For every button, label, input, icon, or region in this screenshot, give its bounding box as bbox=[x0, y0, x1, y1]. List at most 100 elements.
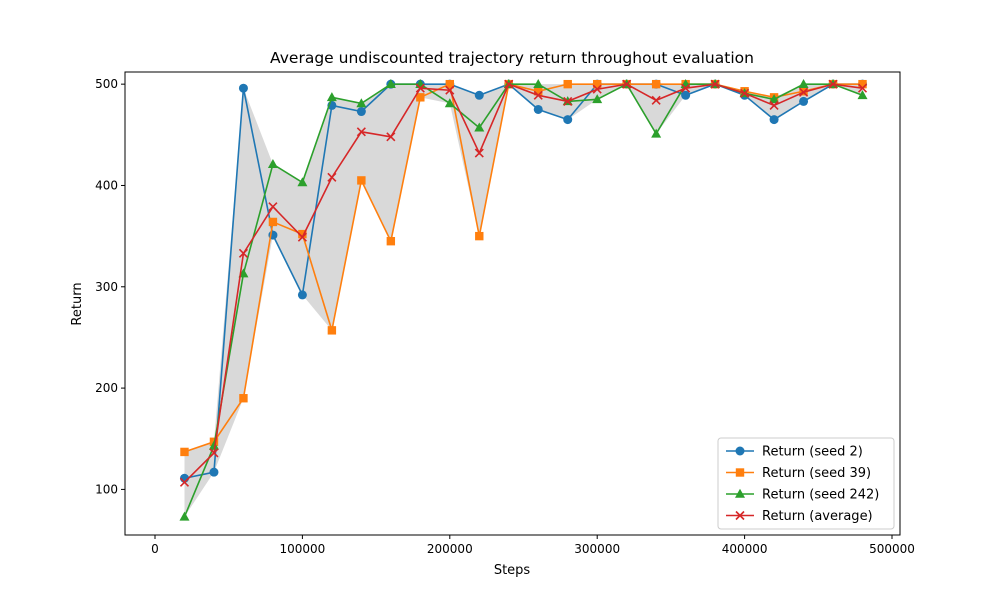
series-1 bbox=[179, 79, 868, 483]
data-point bbox=[297, 290, 307, 300]
data-point bbox=[858, 79, 867, 89]
y-tick-label: 500 bbox=[95, 77, 118, 91]
y-tick-label: 400 bbox=[95, 178, 118, 192]
data-point bbox=[798, 78, 809, 88]
data-point bbox=[297, 232, 307, 242]
plot-frame bbox=[124, 71, 901, 536]
data-point bbox=[592, 94, 603, 104]
y-axis: 100 200 300 400 500 bbox=[95, 77, 125, 496]
data-point bbox=[416, 93, 425, 102]
data-point bbox=[534, 87, 543, 96]
data-point bbox=[415, 83, 425, 93]
data-point bbox=[326, 92, 337, 102]
data-point bbox=[533, 90, 543, 100]
data-point bbox=[474, 90, 484, 100]
x-tick-label: 400000 bbox=[722, 542, 768, 556]
x-axis: 0 100000 200000 300000 400000 500000 bbox=[151, 535, 915, 556]
data-point bbox=[828, 79, 838, 89]
data-point bbox=[297, 177, 308, 187]
x-tick-label: 100000 bbox=[279, 542, 325, 556]
data-point bbox=[298, 229, 307, 239]
data-point bbox=[268, 202, 278, 212]
data-point bbox=[357, 176, 366, 185]
min-max-band bbox=[184, 84, 863, 517]
legend-marker bbox=[735, 488, 745, 498]
x-tick-label: 0 bbox=[151, 542, 159, 556]
data-point bbox=[563, 79, 572, 89]
data-point bbox=[651, 95, 661, 105]
data-point bbox=[180, 447, 189, 457]
data-point bbox=[386, 236, 396, 246]
data-point bbox=[445, 79, 454, 89]
legend-label: Return (seed 242) bbox=[762, 488, 879, 503]
data-point bbox=[179, 477, 190, 487]
data-point bbox=[475, 231, 484, 241]
data-point bbox=[267, 158, 278, 168]
data-point bbox=[681, 83, 691, 93]
data-point bbox=[504, 79, 514, 89]
series-line bbox=[183, 83, 863, 518]
data-point bbox=[356, 127, 366, 137]
x-axis-label: Steps bbox=[494, 563, 531, 578]
data-point bbox=[563, 96, 573, 106]
data-point bbox=[651, 128, 662, 138]
data-point bbox=[445, 85, 455, 95]
data-point bbox=[857, 83, 868, 93]
y-tick-label: 300 bbox=[95, 280, 118, 294]
data-point bbox=[356, 107, 366, 117]
legend-marker bbox=[735, 446, 745, 456]
data-point bbox=[179, 511, 190, 521]
data-point bbox=[651, 79, 661, 89]
data-point bbox=[327, 326, 337, 335]
data-point bbox=[740, 88, 750, 98]
y-axis-label: Return bbox=[70, 282, 85, 325]
data-point bbox=[622, 79, 632, 89]
legend-box bbox=[717, 437, 895, 530]
legend-item: Return (seed 242) bbox=[726, 488, 879, 503]
x-tick-label: 200000 bbox=[427, 542, 473, 556]
data-point bbox=[592, 84, 602, 94]
data-point bbox=[799, 96, 809, 106]
data-point bbox=[209, 448, 219, 458]
series-4 bbox=[179, 79, 868, 487]
data-point bbox=[533, 78, 544, 88]
min-max-band-area bbox=[184, 84, 863, 517]
chart-title: Average undiscounted trajectory return t… bbox=[270, 49, 754, 67]
legend-item: Return (seed 39) bbox=[726, 466, 871, 481]
data-point bbox=[533, 104, 543, 114]
data-point bbox=[681, 90, 691, 100]
data-point bbox=[710, 79, 720, 89]
data-point bbox=[474, 148, 484, 158]
legend-item: Return (seed 2) bbox=[726, 445, 863, 460]
data-point bbox=[208, 440, 219, 450]
series-2 bbox=[180, 79, 867, 457]
legend-marker bbox=[735, 468, 745, 477]
data-point bbox=[769, 94, 780, 104]
legend-label: Return (seed 39) bbox=[762, 466, 871, 481]
data-point bbox=[385, 78, 396, 88]
data-point bbox=[239, 394, 248, 403]
data-point bbox=[268, 217, 278, 227]
y-tick-label: 200 bbox=[95, 381, 118, 395]
data-point bbox=[356, 98, 367, 108]
series-layer bbox=[179, 78, 868, 521]
data-point bbox=[563, 115, 573, 125]
data-point bbox=[444, 98, 455, 108]
legend-label: Return (average) bbox=[762, 509, 873, 524]
data-point bbox=[238, 83, 248, 93]
legend-item: Return (average) bbox=[726, 509, 873, 524]
x-tick-label: 300000 bbox=[574, 542, 620, 556]
data-point bbox=[327, 172, 337, 182]
legend-marker bbox=[735, 510, 745, 521]
y-tick-label: 100 bbox=[95, 482, 118, 496]
series-line bbox=[184, 83, 863, 453]
data-point bbox=[593, 79, 602, 89]
data-point bbox=[857, 90, 868, 100]
x-tick-label: 500000 bbox=[869, 542, 915, 556]
legend-label: Return (seed 2) bbox=[762, 445, 863, 460]
data-point bbox=[238, 248, 249, 258]
legend: Return (seed 2) Return (seed 39) Return (s… bbox=[717, 437, 895, 530]
series-line bbox=[184, 83, 863, 480]
